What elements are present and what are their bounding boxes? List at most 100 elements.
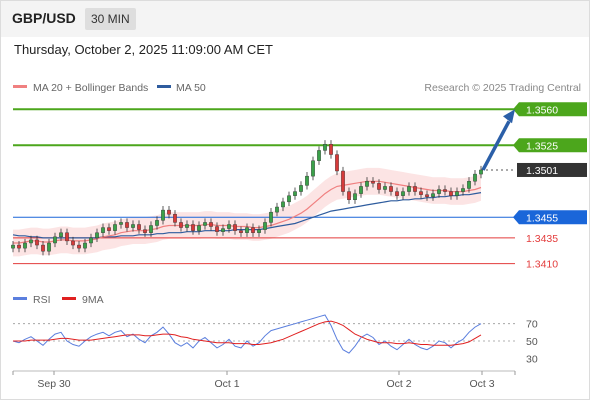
- candle: [281, 197, 285, 212]
- candle-body: [23, 242, 27, 249]
- candle-body: [431, 193, 435, 197]
- candle-body: [281, 201, 285, 208]
- candle: [197, 221, 201, 235]
- candle-body: [359, 186, 363, 194]
- candle-body: [443, 189, 447, 192]
- candle-body: [131, 224, 135, 228]
- candle: [65, 228, 69, 246]
- candle-body: [371, 181, 375, 184]
- level-label-1.3525: 1.3525: [513, 138, 587, 153]
- candle-body: [65, 232, 69, 242]
- rsi-tick-label: 70: [526, 319, 538, 331]
- candle-body: [407, 186, 411, 192]
- candle-body: [221, 228, 225, 232]
- timeframe-badge[interactable]: 30 MIN: [85, 8, 136, 30]
- x-tick-label: Oct 1: [214, 378, 239, 390]
- candle-body: [227, 224, 231, 229]
- candle-body: [11, 244, 15, 249]
- candle-body: [461, 188, 465, 192]
- candle: [401, 187, 405, 200]
- candle: [425, 190, 429, 201]
- rsi-ma-line: [13, 320, 482, 346]
- candle-body: [305, 175, 309, 186]
- x-tick-label: Oct 2: [386, 378, 411, 390]
- candle: [95, 228, 99, 242]
- candle: [137, 220, 141, 234]
- candle-body: [425, 194, 429, 197]
- candle-body: [239, 230, 243, 233]
- candle: [335, 150, 339, 176]
- candle: [479, 165, 483, 179]
- candle: [143, 225, 147, 237]
- rsi-tick-label: 30: [526, 353, 538, 365]
- candle-body: [59, 232, 63, 238]
- candle: [461, 184, 465, 196]
- price-label-layer: 1.3560 1.3525 1.3501 1.3455 1.3435 1.3410: [481, 102, 587, 271]
- rsi-ma-legend-label: 9MA: [82, 294, 104, 306]
- candle-body: [467, 181, 471, 189]
- candle-body: [53, 236, 57, 244]
- candle: [257, 225, 261, 237]
- candle-body: [353, 193, 357, 200]
- candle-body: [125, 222, 129, 228]
- candle-body: [263, 222, 267, 230]
- level-label-1.3455: 1.3455: [513, 210, 587, 225]
- candle: [383, 182, 387, 194]
- candle: [167, 205, 171, 219]
- candle: [173, 210, 177, 227]
- candle-body: [83, 242, 87, 249]
- level-label-box: [513, 102, 587, 117]
- level-label-box: [513, 138, 587, 153]
- candle-body: [299, 185, 303, 192]
- candle-body: [113, 224, 117, 231]
- level-label-text: 1.3435: [526, 233, 558, 245]
- x-axis: Sep 30 Oct 1 Oct 2 Oct 3: [12, 370, 516, 390]
- candle-body: [179, 222, 183, 228]
- research-credit: Research © 2025 Trading Central: [424, 82, 581, 94]
- bollinger-band-fill: [13, 167, 481, 257]
- candle: [473, 169, 477, 186]
- candle-body: [269, 211, 273, 223]
- last-price-label-box: [517, 162, 587, 177]
- candle-body: [203, 222, 207, 226]
- candle-body: [455, 191, 459, 196]
- candle: [407, 182, 411, 196]
- candle-body: [77, 244, 81, 249]
- candle: [395, 187, 399, 200]
- candle-body: [71, 240, 75, 246]
- candle: [311, 156, 315, 181]
- level-label-text: 1.3525: [526, 140, 558, 152]
- candle-body: [161, 209, 165, 221]
- candle: [353, 189, 357, 204]
- candle: [437, 185, 441, 198]
- candle: [209, 218, 213, 231]
- candle: [431, 189, 435, 201]
- chart-datetime: Thursday, October 2, 2025 11:09:00 AM CE…: [14, 42, 273, 57]
- candle-body: [311, 160, 315, 177]
- candle-body: [137, 224, 141, 230]
- candle: [113, 220, 117, 235]
- candle-body: [149, 225, 153, 233]
- candle: [329, 140, 333, 159]
- level-label-1.3410: 1.3410: [526, 259, 558, 271]
- candle-body: [35, 239, 39, 246]
- candle: [287, 191, 291, 206]
- candle: [125, 218, 129, 232]
- candle-body: [293, 191, 297, 196]
- candle-body: [329, 144, 333, 155]
- candle: [413, 182, 417, 196]
- candle: [419, 187, 423, 199]
- candle-body: [335, 154, 339, 172]
- candle: [455, 187, 459, 200]
- candle-body: [389, 186, 393, 192]
- level-label-text: 1.3455: [526, 212, 558, 224]
- candle-body: [323, 144, 327, 151]
- candle: [269, 208, 273, 227]
- candle-body: [17, 244, 21, 249]
- candle: [11, 240, 15, 253]
- level-label-box: [513, 210, 587, 225]
- candle: [449, 187, 453, 200]
- candles-layer: [11, 140, 483, 256]
- candle: [47, 238, 51, 256]
- candle: [83, 238, 87, 253]
